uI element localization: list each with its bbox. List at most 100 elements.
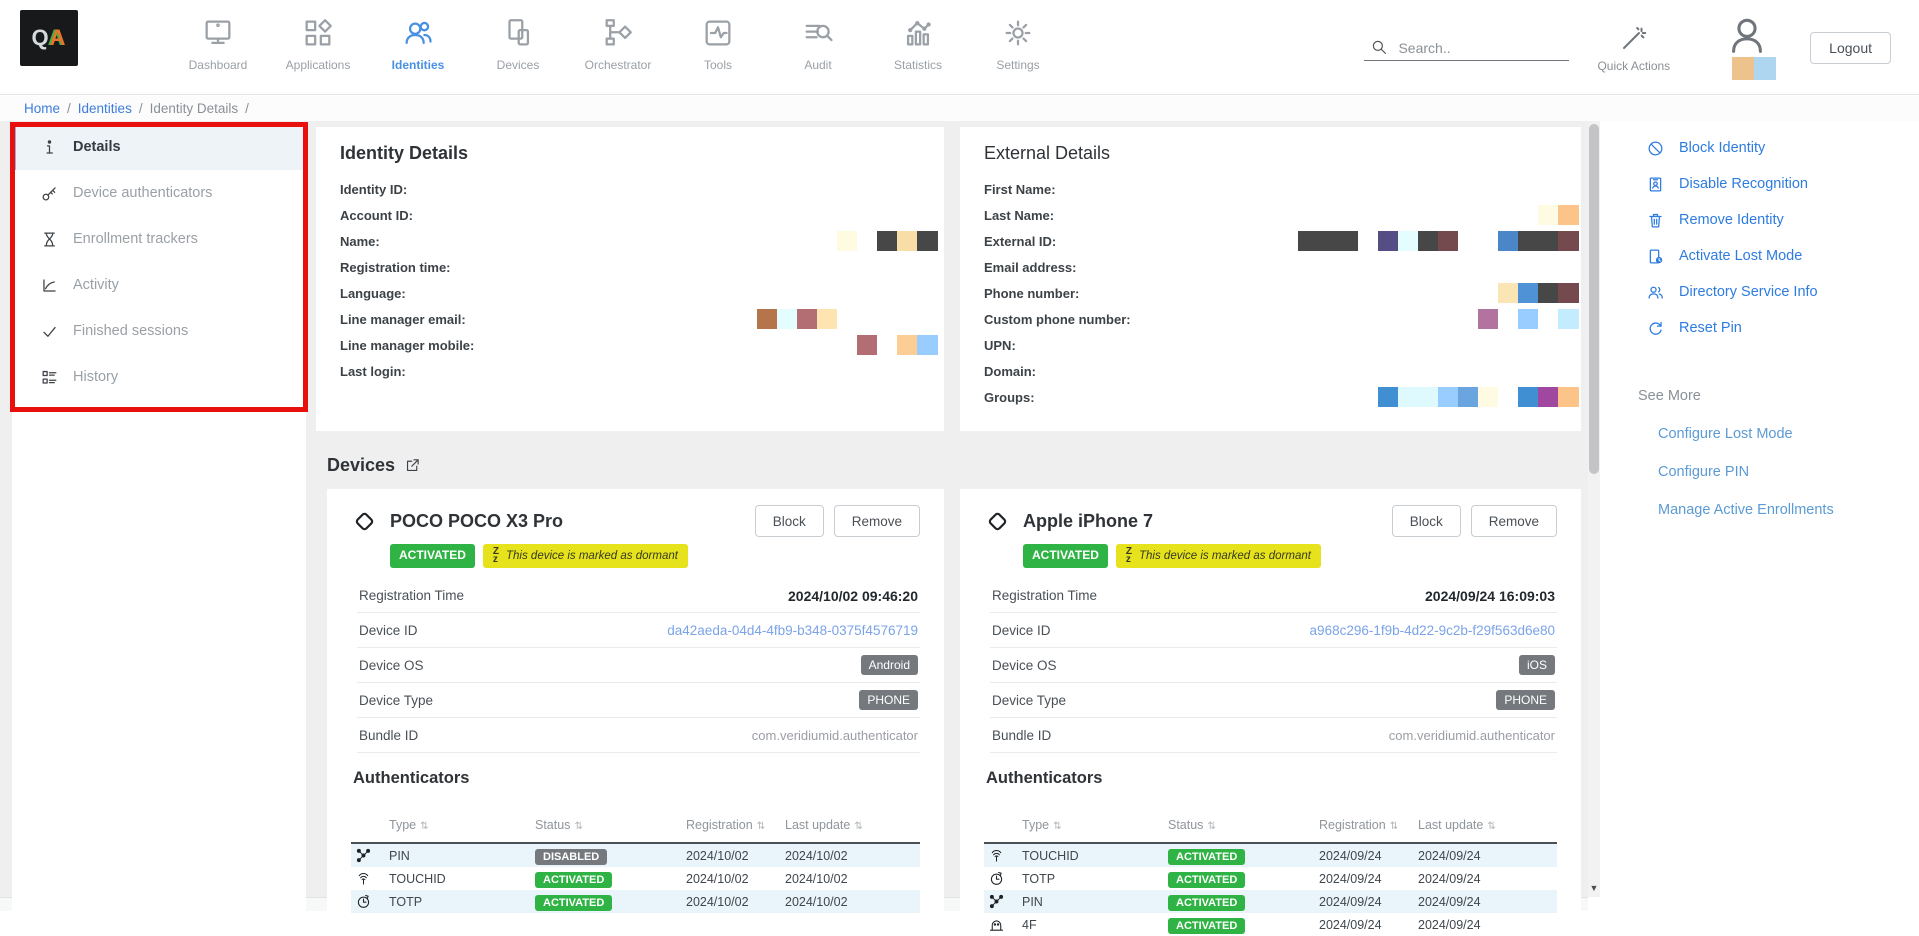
- redaction-block: [1378, 387, 1398, 407]
- scrollbar-down-arrow[interactable]: ▼: [1589, 883, 1599, 893]
- see-more-configure-pin[interactable]: Configure PIN: [1658, 464, 1750, 480]
- external-details-panel: External Details First Name: Last Name: Ex…: [960, 127, 1581, 431]
- auth-column-header[interactable]: Status ⇅: [1168, 812, 1319, 844]
- redaction-block: [917, 231, 938, 251]
- nav-item-orchestrator[interactable]: Orchestrator: [568, 8, 668, 72]
- auth-column-header[interactable]: Type ⇅: [1022, 812, 1168, 844]
- field-row: Groups:: [984, 384, 1579, 410]
- block-device-button[interactable]: Block: [1391, 505, 1461, 537]
- field-label: Line manager email:: [340, 311, 466, 327]
- tools-icon: [701, 16, 735, 50]
- face-icon: [988, 916, 1005, 933]
- sidebar-item-activity[interactable]: Activity: [12, 262, 306, 308]
- nav-item-label: Settings: [996, 58, 1040, 72]
- action-reset-pin[interactable]: Reset Pin: [1646, 310, 1919, 346]
- sidebar-item-finished-sessions[interactable]: Finished sessions: [12, 308, 306, 354]
- detail-value: com.veridiumid.authenticator: [751, 727, 918, 743]
- detail-value[interactable]: da42aeda-04d4-4fb9-b348-0375f4576719: [667, 622, 918, 638]
- action-remove-identity[interactable]: Remove Identity: [1646, 202, 1919, 238]
- nav-item-identities[interactable]: Identities: [368, 8, 468, 72]
- breadcrumb: Home / Identities / Identity Details /: [0, 96, 1919, 121]
- sidebar-item-history[interactable]: History: [12, 354, 306, 400]
- nav-item-settings[interactable]: Settings: [968, 8, 1068, 72]
- action-block-identity[interactable]: Block Identity: [1646, 130, 1919, 166]
- content-scrollbar[interactable]: ▼: [1588, 121, 1600, 897]
- auth-column-header[interactable]: Last update ⇅: [1418, 812, 1557, 844]
- nav-item-statistics[interactable]: Statistics: [868, 8, 968, 72]
- see-more-configure-lost-mode[interactable]: Configure Lost Mode: [1658, 426, 1793, 442]
- field-row: Last login:: [340, 358, 920, 384]
- redaction-block: [1732, 56, 1755, 80]
- auth-column-header[interactable]: Status ⇅: [535, 812, 686, 844]
- trash-icon: [1646, 211, 1665, 230]
- quick-actions-button[interactable]: Quick Actions: [1597, 23, 1670, 73]
- reset-icon: [1646, 319, 1665, 338]
- nav-item-audit[interactable]: Audit: [768, 8, 868, 72]
- sidebar-item-details[interactable]: Details: [12, 124, 306, 170]
- device-detail-rows: Registration Time 2024/10/02 09:46:20 Devi…: [357, 578, 920, 753]
- nav-item-tools[interactable]: Tools: [668, 8, 768, 72]
- detail-sidebar: Details Device authenticators Enrollment t…: [12, 124, 306, 911]
- logout-button[interactable]: Logout: [1810, 31, 1891, 64]
- auth-column-header[interactable]: Registration ⇅: [1319, 812, 1418, 844]
- remove-device-button[interactable]: Remove: [1470, 505, 1557, 537]
- detail-label: Device OS: [992, 657, 1057, 673]
- breadcrumb-item-home[interactable]: Home: [24, 101, 61, 116]
- nav-item-applications[interactable]: Applications: [268, 8, 368, 72]
- block-device-button[interactable]: Block: [754, 505, 824, 537]
- redaction-block: [757, 309, 777, 329]
- sort-icon[interactable]: ⇅: [1053, 821, 1062, 832]
- external-details-title: External Details: [984, 143, 1111, 163]
- activity-icon: [40, 276, 59, 295]
- auth-column-header[interactable]: Type ⇅: [389, 812, 535, 844]
- nav-item-devices[interactable]: Devices: [468, 8, 568, 72]
- auth-column-header[interactable]: Last update ⇅: [785, 812, 920, 844]
- action-disable-recognition[interactable]: Disable Recognition: [1646, 166, 1919, 202]
- user-avatar[interactable]: [1718, 13, 1782, 83]
- sort-icon[interactable]: ⇅: [1389, 821, 1399, 832]
- sort-icon[interactable]: ⇅: [1487, 821, 1496, 832]
- breadcrumb-item-identities[interactable]: Identities: [77, 101, 132, 116]
- external-link-icon[interactable]: [404, 457, 421, 474]
- sidebar-item-device-authenticators[interactable]: Device authenticators: [12, 170, 306, 216]
- device-detail-row: Device Type PHONE: [990, 683, 1557, 718]
- auth-row: TOUCHID ACTIVATED 2024/09/24 2024/09/24: [984, 843, 1557, 867]
- detail-label: Bundle ID: [359, 727, 419, 743]
- search-input[interactable]: [1398, 40, 1549, 56]
- redaction-block: [1438, 387, 1458, 407]
- redaction-block: [1518, 283, 1538, 303]
- auth-header-label: Registration: [686, 818, 753, 832]
- see-more-manage-active-enrollments[interactable]: Manage Active Enrollments: [1658, 502, 1834, 518]
- field-row: Language:: [340, 280, 920, 306]
- sort-icon[interactable]: ⇅: [420, 821, 429, 832]
- sort-icon[interactable]: ⇅: [574, 821, 583, 832]
- sort-icon[interactable]: ⇅: [854, 821, 863, 832]
- action-activate-lost-mode[interactable]: Activate Lost Mode: [1646, 238, 1919, 274]
- nav-item-label: Dashboard: [188, 58, 248, 72]
- settings-icon: [1001, 16, 1035, 50]
- auth-registration: 2024/10/02: [686, 871, 749, 886]
- scrollbar-thumb[interactable]: [1589, 124, 1599, 474]
- breadcrumb-separator: /: [67, 101, 71, 116]
- nav-item-label: Identities: [391, 58, 445, 72]
- action-directory-service-info[interactable]: Directory Service Info: [1646, 274, 1919, 310]
- action-label: Remove Identity: [1679, 212, 1784, 228]
- sort-icon[interactable]: ⇅: [1207, 821, 1216, 832]
- sidebar-item-enrollment-trackers[interactable]: Enrollment trackers: [12, 216, 306, 262]
- detail-value[interactable]: a968c296-1f9b-4d22-9c2b-f29f563d6e80: [1309, 622, 1555, 638]
- redaction-block: [797, 309, 817, 329]
- redaction-block: [1478, 387, 1498, 407]
- statistics-icon: [901, 16, 935, 50]
- auth-column-header[interactable]: Registration ⇅: [686, 812, 785, 844]
- auth-header-label: Type: [1022, 818, 1050, 832]
- global-search[interactable]: [1364, 34, 1570, 61]
- nav-item-dashboard[interactable]: Dashboard: [168, 8, 268, 72]
- sort-icon[interactable]: ⇅: [756, 821, 766, 832]
- field-row: Domain:: [984, 358, 1557, 384]
- action-label: Directory Service Info: [1679, 284, 1818, 300]
- auth-status-cell: ACTIVATED: [1168, 890, 1319, 913]
- remove-device-button[interactable]: Remove: [833, 505, 920, 537]
